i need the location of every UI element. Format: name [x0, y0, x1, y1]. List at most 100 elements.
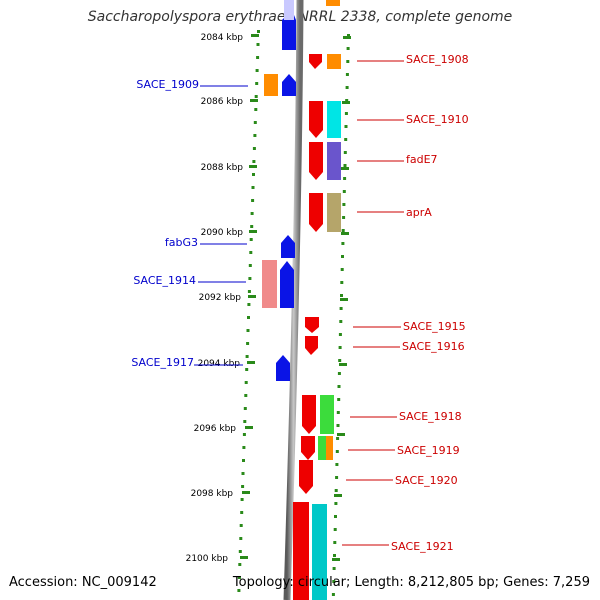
ring-dot: [338, 333, 342, 336]
ring-dot: [334, 515, 337, 518]
ring-dot: [255, 69, 259, 72]
gene-apra-khaki[interactable]: [327, 193, 341, 232]
gene-sace1909-orange[interactable]: [264, 74, 278, 96]
label-sace1917[interactable]: SACE_1917: [131, 356, 194, 369]
gene-fade7-red[interactable]: [309, 142, 323, 180]
ring-dot: [347, 34, 350, 37]
label-sace1919[interactable]: SACE_1919: [397, 444, 460, 457]
gene-sace1918-red[interactable]: [302, 395, 316, 434]
ring-dot: [346, 60, 350, 63]
ring-dot: [337, 398, 341, 401]
ring-dot: [242, 446, 246, 449]
ring-dot: [251, 199, 255, 202]
ring-dot: [343, 164, 347, 167]
ring-dot: [334, 502, 338, 505]
ring-dot: [338, 346, 342, 349]
ring-dot: [334, 489, 338, 492]
gene-top-orange[interactable]: [326, 0, 340, 6]
left-dotted-ring: [237, 30, 260, 592]
tick-2098: 2098 kbp: [191, 489, 250, 499]
label-sace1918[interactable]: SACE_1918: [399, 410, 462, 423]
label-sace1908[interactable]: SACE_1908: [406, 53, 469, 66]
gene-sace1920-red[interactable]: [299, 460, 313, 494]
gene-apra-red[interactable]: [309, 193, 323, 232]
scale-axis: 2084 kbp 2086 kbp 2088 kbp 2090 kbp 2092…: [186, 33, 259, 564]
tick-2084: 2084 kbp: [201, 33, 259, 43]
label-fade7[interactable]: fadE7: [406, 153, 438, 166]
label-sace1921[interactable]: SACE_1921: [391, 540, 454, 553]
gene-sace1918-green[interactable]: [320, 395, 334, 434]
ring-dot: [256, 56, 260, 59]
gene-sace1919-red[interactable]: [301, 436, 315, 460]
gene-features: [262, 0, 341, 600]
tick-2088: 2088 kbp: [201, 163, 257, 173]
gene-sace1914-pink[interactable]: [262, 260, 277, 308]
ring-dot: [341, 255, 344, 258]
label-sace1910[interactable]: SACE_1910: [406, 113, 469, 126]
ring-dot: [343, 177, 347, 180]
label-apra[interactable]: aprA: [406, 206, 432, 219]
ring-dot: [248, 277, 252, 280]
topology-summary: Topology: circular; Length: 8,212,805 bp…: [232, 575, 590, 590]
tick-label: 2096 kbp: [194, 424, 237, 434]
gene-fade7-purple[interactable]: [327, 142, 341, 180]
ring-dot: [345, 73, 349, 76]
ring-dot: [242, 433, 246, 436]
gene-sace1914-blue[interactable]: [280, 261, 294, 308]
ring-dot: [238, 563, 242, 566]
ring-dot: [247, 316, 250, 319]
gene-sace1908-orange[interactable]: [327, 54, 341, 69]
ring-dot: [245, 368, 249, 371]
gene-sace1917-blue[interactable]: [276, 355, 290, 381]
gene-sace1909-blue[interactable]: [282, 74, 296, 96]
gene-sace1916-red[interactable]: [305, 336, 318, 355]
gene-sace1919-green[interactable]: [318, 436, 326, 460]
ring-dot: [339, 320, 343, 323]
tick-label: 2092 kbp: [199, 293, 242, 303]
label-sace1914[interactable]: SACE_1914: [133, 274, 196, 287]
tick-2092: 2092 kbp: [199, 293, 256, 303]
ring-dot: [238, 550, 242, 553]
gene-sace1910-red[interactable]: [309, 101, 323, 138]
ring-dot: [237, 576, 241, 579]
label-sace1915[interactable]: SACE_1915: [403, 320, 466, 333]
gene-sace1921-red[interactable]: [293, 502, 309, 600]
tick-2094: 2094 kbp: [198, 359, 255, 369]
ring-dot: [237, 589, 241, 592]
ring-dot: [336, 437, 340, 440]
label-sace1920[interactable]: SACE_1920: [395, 474, 458, 487]
label-sace1916[interactable]: SACE_1916: [402, 340, 465, 353]
ring-dot: [241, 485, 245, 488]
ring-dot: [336, 424, 340, 427]
tick-label: 2100 kbp: [186, 554, 229, 564]
ring-dot: [241, 472, 245, 475]
left-gene-labels: SACE_1909 fabG3 SACE_1914 SACE_1917: [131, 78, 248, 369]
ring-dot: [346, 47, 350, 50]
right-gene-labels: SACE_1908 SACE_1910 fadE7 aprA SACE_1915…: [342, 53, 469, 553]
ring-dot: [345, 86, 349, 89]
ring-dot: [341, 229, 345, 232]
gene-fabg3-blue[interactable]: [281, 235, 295, 258]
ring-dot: [255, 82, 259, 85]
ring-dot: [338, 359, 342, 362]
label-sace1909[interactable]: SACE_1909: [136, 78, 199, 91]
gene-sace1915-red[interactable]: [305, 317, 319, 333]
tick-2100: 2100 kbp: [186, 554, 248, 564]
ring-dot: [249, 251, 253, 254]
ring-dot: [253, 134, 257, 137]
gene-sace1921-cyan[interactable]: [312, 504, 327, 600]
gene-top-light[interactable]: [284, 0, 294, 20]
tick-2096: 2096 kbp: [194, 424, 253, 434]
gene-sace1919-orange[interactable]: [326, 436, 333, 460]
label-fabg3[interactable]: fabG3: [165, 236, 198, 249]
ring-dot: [254, 108, 258, 111]
ring-dot: [342, 203, 346, 206]
ring-dot: [335, 476, 339, 479]
gene-sace1910-cyan[interactable]: [327, 101, 341, 138]
tick-label: 2086 kbp: [201, 97, 244, 107]
ring-dot: [254, 95, 258, 98]
ring-dot: [243, 407, 247, 410]
gene-sace1908-red[interactable]: [309, 54, 322, 69]
ring-dot: [337, 372, 341, 375]
